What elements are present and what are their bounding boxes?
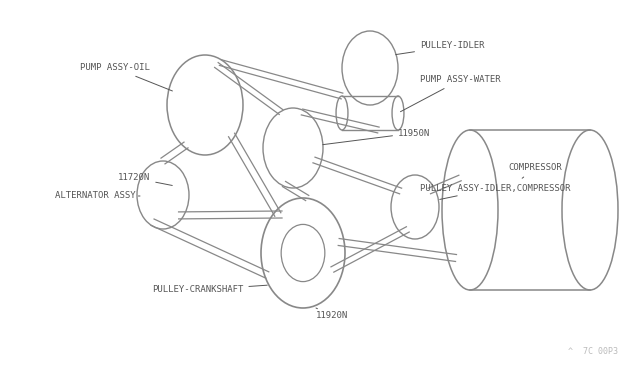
Text: 11920N: 11920N [316,308,348,321]
Text: ^  7C 00P3: ^ 7C 00P3 [568,347,618,356]
Text: COMPRESSOR: COMPRESSOR [508,164,562,178]
Text: 11950N: 11950N [323,128,430,145]
Text: PULLEY ASSY-IDLER,COMPRESSOR: PULLEY ASSY-IDLER,COMPRESSOR [420,183,570,199]
Text: PUMP ASSY-OIL: PUMP ASSY-OIL [80,64,172,91]
Text: PUMP ASSY-WATER: PUMP ASSY-WATER [401,76,500,112]
Text: ALTERNATOR ASSY: ALTERNATOR ASSY [55,192,140,201]
Text: PULLEY-CRANKSHAFT: PULLEY-CRANKSHAFT [152,285,268,295]
Text: 11720N: 11720N [118,173,172,186]
Text: PULLEY-IDLER: PULLEY-IDLER [396,42,484,55]
